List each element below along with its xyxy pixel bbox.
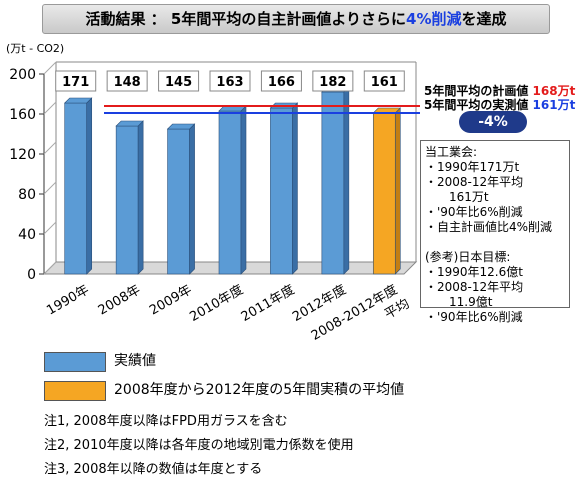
bar-side [86,97,93,275]
legend-label-actual: 実績値 [114,353,156,369]
x-tick-label: 2008年 [96,282,143,318]
bar-side [189,123,195,275]
bar-top [63,97,93,104]
info-line: (参考)日本目標: [425,250,511,264]
data-label: 148 [114,75,141,90]
data-label-box [312,70,354,92]
y-tick-depth [43,181,57,195]
bar-side [292,102,298,275]
legend-label-average: 2008年度から2012年度の5年間実積の平均値 [114,382,405,398]
reduction-badge: -4% [459,111,527,133]
y-tick-depth [43,221,57,235]
y-tick-label: 40 [18,227,36,243]
bar [372,112,396,275]
note-1: 注1, 2008年度以降はFPD用ガラスを含む [44,414,288,429]
title-suffix: を達成 [461,10,507,28]
data-label: 145 [165,75,192,90]
legend-swatch-actual [44,352,106,372]
ref-actual-label: 5年間平均の実測値 [424,98,529,112]
y-tick-depth [43,261,57,275]
legend-swatch-average [44,381,106,401]
info-line: ・2008-12年平均 [425,175,524,189]
data-label-box [363,70,405,92]
data-label: 166 [268,75,295,90]
bar-side [137,120,144,275]
info-line: ・'90年比6%削減 [425,310,523,324]
data-label-box [209,70,251,92]
bar-chart: (万t - CO2) 0 40 80 120 160 200 171 1990年 148 2008年… [6,42,420,340]
y-tick-depth [43,101,57,115]
bar-top [115,120,144,127]
info-line: 161万t [425,190,489,204]
bar [167,128,190,275]
info-line: ・2008-12年平均 [425,280,524,294]
bar-side [343,86,350,275]
bar [64,102,88,275]
bar-side [394,107,401,275]
x-tick-label: 2011年度 [238,282,297,325]
info-line: 当工業会: [425,145,478,159]
data-label: 163 [216,75,243,90]
ref-plan-value: 168万t [532,84,576,98]
y-tick-label: 0 [27,267,36,283]
y-tick-label: 80 [18,187,36,203]
x-tick-label: 1990年 [44,282,91,318]
bar-top [166,123,196,130]
info-line [425,235,569,250]
y-tick-label: 200 [9,67,36,83]
ref-plan-label: 5年間平均の計画値 [424,84,529,98]
info-line: ・'90年比6%削減 [425,205,523,219]
title-prefix: 活動結果 ： 5年間平均の自主計画値よりさらに [85,10,407,28]
data-label-box [106,70,148,92]
x-tick-label: 2010年度 [187,282,246,325]
bar-side [240,105,247,275]
y-tick-depth [43,141,57,155]
title-highlight: 4%削減 [406,10,462,28]
info-box: 当工業会: ・1990年171万t ・2008-12年平均 161万t ・'90年比6… [420,140,570,324]
ref-label-plan: 5年間平均の計画値 168万t [424,82,575,99]
data-label-box [158,70,200,92]
data-label: 171 [62,75,89,90]
info-line: ・1990年171万t [425,160,520,174]
info-line: ・自主計画値比4%削減 [425,220,553,234]
ref-actual-value: 161万t [532,98,576,112]
bar [218,110,242,275]
info-line: ・1990年12.6億t [425,265,523,279]
data-label-box [55,70,97,92]
bar [115,125,139,275]
note-2: 注2, 2010年度以降は各年度の地域別電力係数を使用 [44,438,354,453]
bar [321,91,345,275]
info-line: 11.9億t [425,295,493,309]
note-3: 注3, 2008年以降の数値は年度とする [44,462,263,477]
y-tick-label: 120 [9,147,36,163]
y-axis-label: (万t - CO2) [6,42,64,55]
data-label-box [260,70,302,92]
ref-label-actual: 5年間平均の実測値 161万t [424,96,575,113]
data-label: 182 [319,75,346,90]
y-tick-depth [43,61,57,75]
chart-title: 活動結果 ： 5年間平均の自主計画値よりさらに4%削減を達成 [42,4,550,34]
y-tick-label: 160 [9,107,36,123]
data-label: 161 [371,75,398,90]
bar [270,107,293,275]
